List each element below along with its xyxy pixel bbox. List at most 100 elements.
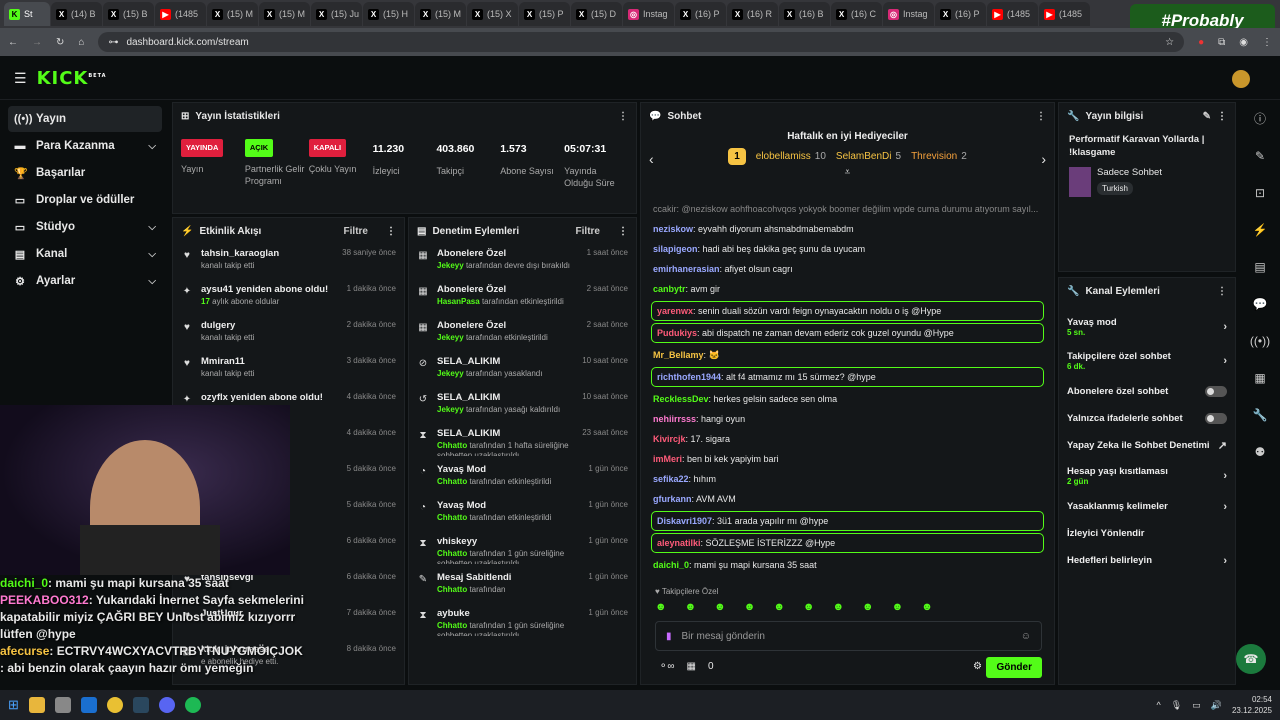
chat-username[interactable]: Kivircjk: [653, 434, 686, 444]
sidebar-item[interactable]: ((•)) Yayın: [8, 106, 162, 132]
chat-username[interactable]: nehiirrsss: [653, 414, 697, 424]
chat-username[interactable]: Mr_Bellamy: [653, 350, 704, 360]
toggle-switch[interactable]: [1205, 386, 1227, 397]
chat-username[interactable]: RecklessDev: [653, 394, 709, 404]
channel-action-row[interactable]: Abonelere özel sohbet: [1059, 378, 1235, 405]
browser-tab[interactable]: X (15) M: [259, 2, 310, 26]
browser-tab[interactable]: X (15) X: [467, 2, 518, 26]
file-explorer-icon[interactable]: [28, 697, 45, 713]
bookmark-star-icon[interactable]: ☆: [1165, 36, 1175, 48]
bolt-icon[interactable]: ⚡: [1252, 222, 1268, 237]
volume-icon[interactable]: 🔊: [1210, 699, 1222, 710]
mic-tray-icon[interactable]: 🎙: [1170, 699, 1183, 710]
browser-tab[interactable]: ▶ (1485: [155, 2, 206, 26]
browser-tab[interactable]: X (15) M: [207, 2, 258, 26]
moderation-filter-button[interactable]: Filtre: [575, 225, 600, 237]
external-link-icon[interactable]: ↗: [1217, 440, 1227, 452]
gifter[interactable]: Threvision 2: [911, 151, 967, 162]
clock-time[interactable]: 02:54: [1251, 695, 1272, 704]
chat-username[interactable]: richthofen1944: [657, 372, 722, 382]
browser-tab[interactable]: X (14) B: [51, 2, 102, 26]
sidebar-item[interactable]: ▭ Stüdyo ⌵: [8, 214, 162, 240]
browser-tab[interactable]: X (15) B: [103, 2, 154, 26]
forward-icon[interactable]: →: [32, 36, 42, 48]
activity-filter-button[interactable]: Filtre: [343, 225, 368, 237]
sidebar-item[interactable]: ▤ Kanal ⌵: [8, 241, 162, 267]
chevron-right-icon[interactable]: ›: [1223, 470, 1227, 482]
scan-icon[interactable]: ⊡: [1254, 185, 1266, 200]
discord-icon[interactable]: [158, 697, 175, 713]
toggle-switch[interactable]: [1205, 413, 1227, 424]
browser-tab[interactable]: K St: [4, 2, 50, 26]
chevron-right-icon[interactable]: ›: [1223, 500, 1227, 513]
channel-action-row[interactable]: Hedefleri belirleyin ›: [1059, 547, 1235, 574]
pencil-icon[interactable]: ✎: [1254, 148, 1266, 163]
extension-icon[interactable]: ●: [1198, 36, 1205, 48]
browser-tab[interactable]: X (16) P: [675, 2, 726, 26]
chat-username[interactable]: neziskow: [653, 224, 694, 234]
info-icon[interactable]: ⓘ: [1253, 112, 1266, 126]
emoji-icon[interactable]: ☺: [1020, 630, 1031, 642]
moderation-more-icon[interactable]: ⋮: [618, 225, 628, 237]
profile-avatar[interactable]: ◉: [1239, 36, 1248, 48]
channel-action-row[interactable]: Takipçilere özel sohbet 6 dk. ›: [1059, 344, 1235, 378]
chevron-right-icon[interactable]: ›: [1223, 355, 1227, 367]
browser-tab[interactable]: ◎ Instag: [623, 2, 674, 26]
outlook-icon[interactable]: [80, 697, 97, 713]
channel-action-row[interactable]: Yasaklanmış kelimeler ›: [1059, 493, 1235, 520]
layout-icon[interactable]: ▦: [1254, 370, 1266, 385]
chat-username[interactable]: aleynatilki: [657, 538, 701, 548]
stats-more-icon[interactable]: ⋮: [618, 110, 628, 122]
chat-input[interactable]: ▮ Bir mesaj gönderin ☺: [655, 621, 1042, 651]
clock-date[interactable]: 23.12.2025: [1231, 706, 1272, 715]
chat-bubble-icon[interactable]: 💬: [1252, 296, 1268, 311]
browser-tab[interactable]: X (16) C: [831, 2, 882, 26]
channel-action-row[interactable]: İzleyici Yönlendir: [1059, 520, 1235, 547]
collapse-icon[interactable]: ⩡: [844, 167, 851, 178]
tray-chevron-icon[interactable]: ^: [1156, 700, 1161, 710]
channel-action-row[interactable]: Yalnızca ifadelerle sohbet: [1059, 405, 1235, 432]
points-icon[interactable]: ⚬∞: [659, 661, 675, 672]
chevron-down-icon[interactable]: ⌵: [148, 275, 156, 287]
tool-icon[interactable]: 🔧: [1252, 407, 1268, 422]
gifter[interactable]: elobellamiss 10: [756, 151, 826, 162]
back-icon[interactable]: ←: [8, 36, 18, 48]
chat-username[interactable]: Diskavri1907: [657, 516, 713, 526]
edit-icon[interactable]: ✎: [1202, 110, 1211, 122]
browser-tab[interactable]: X (15) Ju: [311, 2, 362, 26]
browser-tab[interactable]: ◎ Instag: [883, 2, 934, 26]
gift-icon[interactable]: ▦: [686, 661, 696, 672]
chat-settings-icon[interactable]: ⚙: [973, 661, 982, 672]
chat-username[interactable]: Pudukiys: [657, 328, 698, 338]
menu-dots-icon[interactable]: ⋮: [1262, 36, 1272, 48]
browser-tab[interactable]: X (15) M: [415, 2, 466, 26]
chat-username[interactable]: imMeri: [653, 454, 683, 464]
gifter[interactable]: SelamBenDi 5: [836, 151, 901, 162]
channel-action-row[interactable]: Hesap yaşı kısıtlaması 2 gün ›: [1059, 459, 1235, 493]
chat-username[interactable]: emirhanerasian: [653, 264, 720, 274]
chevron-down-icon[interactable]: ⌵: [148, 140, 156, 152]
document-icon[interactable]: ▤: [1254, 259, 1266, 274]
spotify-icon[interactable]: [184, 697, 201, 713]
activity-more-icon[interactable]: ⋮: [386, 225, 396, 237]
browser-tab[interactable]: X (15) H: [363, 2, 414, 26]
chevron-down-icon[interactable]: ⌵: [148, 248, 156, 260]
support-icon[interactable]: ☎: [1236, 644, 1266, 674]
start-icon[interactable]: ⊞: [8, 697, 19, 712]
mic-icon[interactable]: ▮: [666, 630, 672, 642]
sidebar-item[interactable]: ▬ Para Kazanma ⌵: [8, 133, 162, 159]
display-icon[interactable]: ▭: [1192, 699, 1201, 710]
chat-username[interactable]: gfurkann: [653, 494, 692, 504]
browser-tab[interactable]: ▶ (1485: [987, 2, 1038, 26]
send-button[interactable]: Gönder: [986, 657, 1042, 678]
channel-action-row[interactable]: Yapay Zeka ile Sohbet Denetimi ↗: [1059, 432, 1235, 459]
sidebar-item[interactable]: ⚙ Ayarlar ⌵: [8, 268, 162, 294]
kick-logo[interactable]: KICKBETA: [36, 68, 107, 89]
browser-tab[interactable]: X (15) P: [519, 2, 570, 26]
emote-bar[interactable]: ☻ ☻ ☻ ☻ ☻ ☻ ☻ ☻ ☻ ☻: [655, 601, 933, 613]
chat-username[interactable]: daichi_0: [653, 560, 690, 570]
browser-tab[interactable]: X (15) D: [571, 2, 622, 26]
browser-tab[interactable]: X (16) P: [935, 2, 986, 26]
chevron-down-icon[interactable]: ⌵: [148, 221, 156, 233]
steam-icon[interactable]: [132, 697, 149, 713]
